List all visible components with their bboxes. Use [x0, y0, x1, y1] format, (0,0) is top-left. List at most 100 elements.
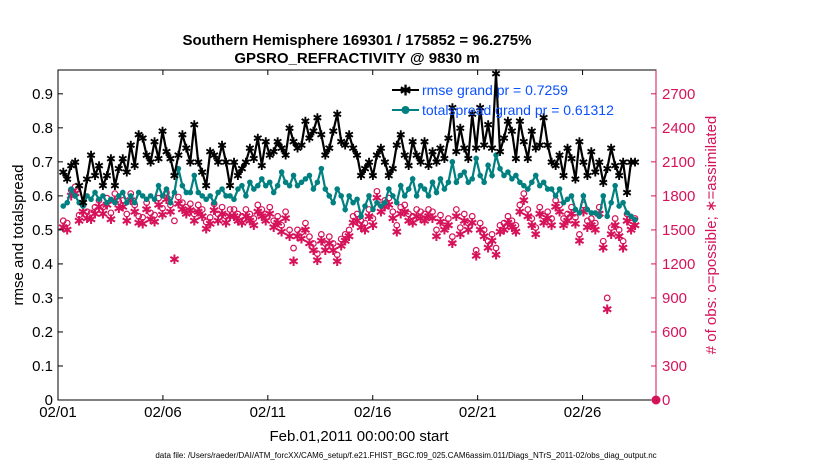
totalspread-point: [413, 193, 420, 199]
obs-assimilated-point: ✱: [272, 217, 283, 232]
rmse-point: ✱: [150, 135, 160, 149]
totalspread-point: [521, 182, 527, 189]
totalspread-point: [600, 193, 607, 199]
obs-assimilated-point: ✱: [423, 210, 434, 225]
obs-assimilated-point: ✱: [328, 244, 339, 259]
totalspread-point: [346, 193, 352, 199]
obs-assimilated-point: ✱: [86, 213, 97, 228]
rmse-point: ✱: [213, 155, 223, 169]
x-axis-label: Feb.01,2011 00:00:00 start: [269, 428, 449, 445]
totalspread-point: [127, 193, 134, 199]
obs-assimilated-point: ✱: [181, 208, 192, 223]
totalspread-point: [441, 186, 448, 192]
obs-possible-point: [83, 208, 91, 216]
obs-assimilated-point: ✱: [550, 201, 561, 216]
totalspread-point: [453, 179, 460, 186]
rmse-point: ✱: [106, 152, 116, 166]
totalspread-point: [135, 189, 142, 196]
y-tick-label: 0.1: [32, 358, 53, 375]
rmse-point: ✱: [435, 142, 445, 156]
obs-assimilated-point: ✱: [364, 210, 375, 225]
obs-possible-point: [258, 206, 266, 213]
rmse-point: ✱: [304, 132, 314, 146]
rmse-point: ✱: [70, 155, 80, 169]
obs-assimilated-point: ✱: [320, 244, 331, 259]
rmse-point: ✱: [118, 152, 128, 166]
rmse-point: ✱: [483, 118, 493, 132]
rmse-point: ✱: [82, 172, 92, 186]
totalspread-point: [477, 172, 483, 179]
totalspread-point: [338, 193, 344, 199]
totalspread-point: [497, 165, 503, 172]
rmse-point: ✱: [312, 111, 322, 125]
rmse-point: ✱: [594, 155, 604, 169]
obs-assimilated-point: ✱: [248, 219, 259, 234]
obs-assimilated-point: ✱: [240, 210, 251, 225]
obs-possible-point: [345, 226, 353, 234]
obs-possible-point: [151, 211, 158, 219]
obs-assimilated-point: ✱: [526, 219, 537, 234]
rmse-point: ✱: [574, 135, 584, 149]
obs-assimilated-point: ✱: [415, 212, 426, 227]
rmse-point: ✱: [515, 115, 525, 129]
obs-assimilated-point: ✱: [197, 210, 208, 225]
obs-assimilated-point: ✱: [137, 218, 148, 233]
obs-assimilated-point: ✱: [244, 214, 255, 229]
totalspread-point: [421, 186, 428, 192]
rmse-point: ✱: [221, 155, 231, 169]
obs-assimilated-point: ✱: [316, 235, 327, 250]
obs-possible-point: [508, 217, 516, 225]
totalspread-point: [382, 199, 388, 206]
obs-possible-point: [468, 212, 476, 220]
obs-assimilated-point: ✱: [538, 217, 549, 232]
rmse-point: ✱: [586, 145, 596, 159]
obs-assimilated-point: ✱: [165, 205, 176, 220]
totalspread-point: [92, 189, 98, 196]
obs-assimilated-point: ✱: [542, 212, 553, 227]
totalspread-point: [80, 203, 86, 209]
obs-possible-point: [159, 204, 166, 212]
totalspread-point: [318, 165, 325, 172]
obs-assimilated-point: ✱: [483, 242, 494, 257]
chart-subtitle: GPSRO_REFRACTIVITY @ 9830 m: [234, 50, 479, 67]
obs-possible-point: [182, 203, 190, 211]
totalspread-point: [632, 216, 638, 223]
rmse-point: ✱: [527, 125, 537, 139]
obs-assimilated-point: ✱: [467, 217, 478, 232]
totalspread-point: [509, 176, 515, 182]
totalspread-point: [612, 182, 618, 189]
totalspread-point: [211, 199, 217, 206]
obs-assimilated-point: ✱: [157, 209, 168, 224]
obs-possible-point: [174, 193, 182, 201]
totalspread-point: [155, 182, 162, 189]
obs-assimilated-point: ✱: [113, 202, 124, 217]
rmse-point: ✱: [570, 172, 580, 186]
rmse-point: ✱: [606, 142, 616, 156]
obs-assimilated-point: ✱: [205, 218, 216, 233]
obs-possible-point: [313, 250, 321, 258]
obs-assimilated-point: ✱: [562, 214, 573, 229]
y2-tick-label: 900: [662, 290, 687, 307]
obs-possible-point: [171, 217, 178, 225]
obs-possible-point: [603, 294, 611, 302]
rmse-point: ✱: [404, 159, 414, 173]
obs-assimilated-point: ✱: [510, 226, 521, 241]
obs-possible-point: [476, 219, 484, 227]
y2-tick-label: 600: [662, 324, 687, 341]
totalspread-point: [362, 203, 368, 209]
rmse-point: ✱: [396, 128, 406, 142]
obs-assimilated-point: ✱: [578, 205, 589, 220]
obs-assimilated-point: ✱: [407, 217, 418, 232]
obs-possible-point: [627, 219, 635, 227]
obs-assimilated-point: ✱: [288, 255, 299, 270]
totalspread-point: [123, 199, 130, 206]
totalspread-point: [171, 189, 178, 196]
obs-possible-point: [456, 224, 464, 232]
obs-assimilated-point: ✱: [475, 223, 486, 238]
rmse-point: ✱: [388, 162, 398, 176]
totalspread-point: [290, 172, 297, 179]
obs-assimilated-point: ✱: [368, 219, 379, 234]
obs-assimilated-point: ✱: [121, 214, 132, 229]
rmse-point: ✱: [348, 142, 358, 156]
y2-tick-label: 1500: [662, 222, 695, 239]
